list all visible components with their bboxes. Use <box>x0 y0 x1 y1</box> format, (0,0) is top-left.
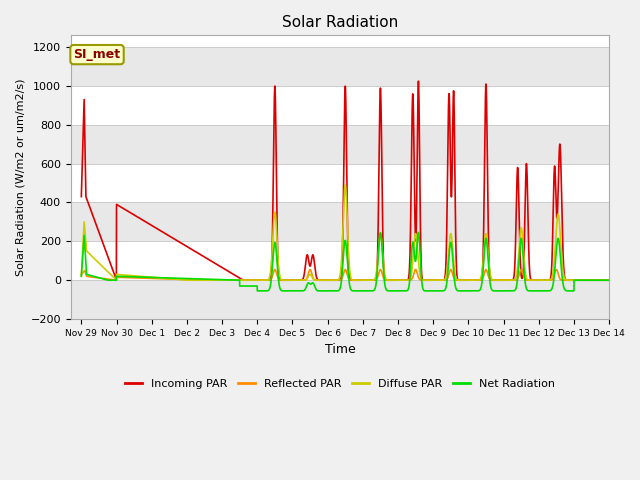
Bar <box>71 203 609 241</box>
Bar <box>71 280 609 319</box>
Title: Solar Radiation: Solar Radiation <box>282 15 398 30</box>
Legend: Incoming PAR, Reflected PAR, Diffuse PAR, Net Radiation: Incoming PAR, Reflected PAR, Diffuse PAR… <box>121 374 559 393</box>
Bar <box>71 241 609 280</box>
Bar <box>71 164 609 203</box>
Text: SI_met: SI_met <box>74 48 120 61</box>
Bar <box>71 125 609 164</box>
Bar <box>71 47 609 86</box>
X-axis label: Time: Time <box>324 343 355 356</box>
Bar <box>71 86 609 125</box>
Y-axis label: Solar Radiation (W/m2 or um/m2/s): Solar Radiation (W/m2 or um/m2/s) <box>15 78 25 276</box>
